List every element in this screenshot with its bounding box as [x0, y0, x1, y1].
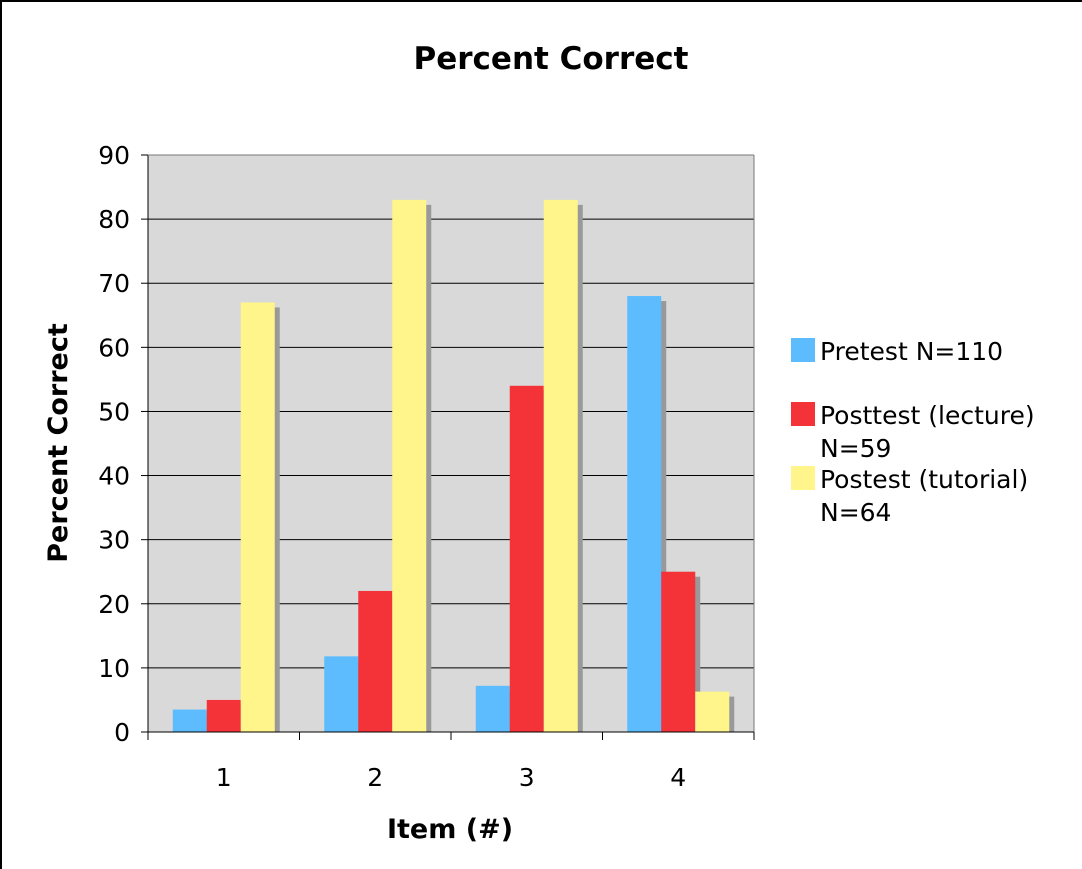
y-tick-label: 70	[98, 269, 130, 298]
bar	[392, 199, 427, 732]
y-tick-label: 60	[98, 333, 130, 362]
legend-swatch	[791, 338, 815, 362]
y-tick-label: 40	[98, 462, 130, 491]
y-tick-label: 30	[98, 526, 130, 555]
legend: Pretest N=110 Posttest (lecture) N=59Poste…	[791, 337, 1035, 527]
bar	[475, 685, 510, 732]
x-axis-title: Item (#)	[387, 814, 513, 845]
y-tick-label: 20	[98, 590, 130, 619]
legend-label: Postest (tutorial)	[820, 465, 1028, 494]
y-tick-label: 10	[98, 654, 130, 683]
y-tick-label: 90	[98, 141, 130, 170]
bar	[172, 709, 207, 732]
y-tick-label: 80	[98, 205, 130, 234]
bar	[206, 699, 241, 732]
bar	[695, 691, 730, 732]
x-tick-label: 4	[670, 763, 686, 792]
chart-title: Percent Correct	[414, 41, 689, 77]
bar	[324, 656, 359, 732]
legend-label: N=59	[820, 434, 891, 463]
legend-label: N=64	[820, 498, 891, 527]
x-tick-label: 1	[216, 763, 232, 792]
x-tick-label: 3	[519, 763, 535, 792]
y-tick-label: 50	[98, 397, 130, 426]
bar	[358, 590, 393, 732]
legend-label: Posttest (lecture)	[820, 401, 1035, 430]
x-tick-label: 2	[367, 763, 383, 792]
bar	[240, 302, 275, 732]
legend-label: Pretest N=110	[820, 337, 1003, 366]
y-axis-title: Percent Correct	[43, 323, 74, 563]
bar	[661, 571, 696, 732]
bar	[509, 385, 544, 732]
legend-swatch	[791, 466, 815, 490]
plot-area: 0 10 20 30 40 50 60 70 80 90 1 2 3 4	[98, 141, 755, 792]
legend-swatch	[791, 402, 815, 426]
bar	[543, 199, 578, 732]
bar	[627, 296, 662, 732]
y-tick-label: 0	[114, 718, 130, 747]
